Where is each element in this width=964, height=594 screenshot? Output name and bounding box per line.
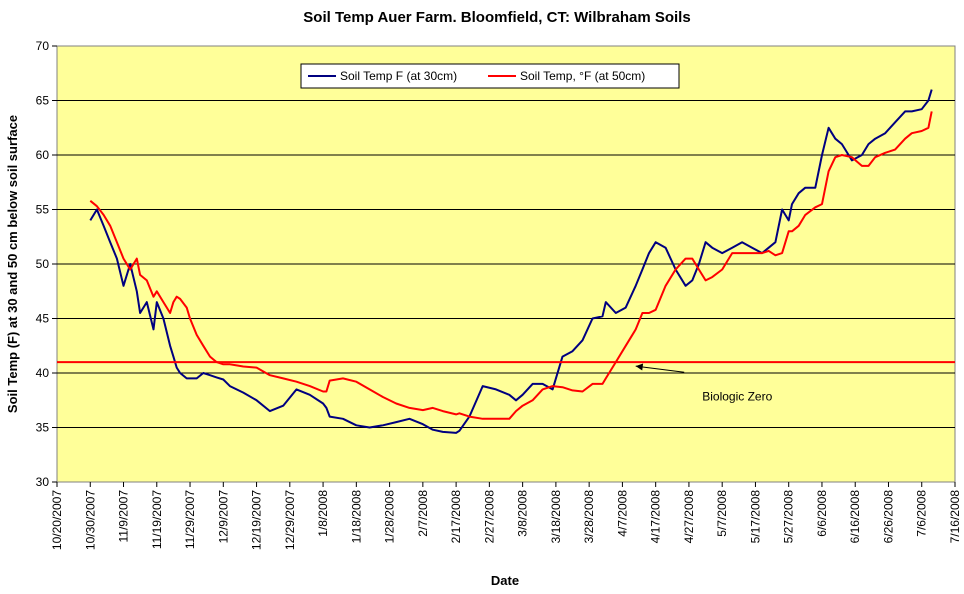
x-tick-label: 2/7/2008: [416, 490, 430, 537]
x-tick-label: 5/17/2008: [748, 490, 762, 544]
legend: Soil Temp F (at 30cm) Soil Temp, °F (at …: [300, 63, 680, 89]
gridlines: [57, 100, 955, 428]
y-tick-label: 70: [36, 39, 50, 53]
y-tick-label: 30: [36, 475, 50, 489]
annotation-biologic-zero: Biologic Zero: [635, 363, 773, 403]
x-tick-label: 3/8/2008: [516, 490, 530, 537]
x-tick-label: 12/19/2007: [250, 490, 264, 550]
x-tick-label: 11/29/2007: [183, 490, 197, 549]
y-axis: 30 35 40 45 50 55 60 65 70: [36, 39, 57, 489]
y-tick-label: 45: [36, 312, 50, 326]
x-tick-label: 4/7/2008: [615, 490, 629, 537]
x-tick-label: 12/29/2007: [283, 490, 297, 550]
x-tick-label: 5/27/2008: [782, 490, 796, 544]
x-axis-title: Date: [491, 573, 519, 588]
x-tick-label: 11/19/2007: [150, 490, 164, 549]
y-tick-label: 55: [36, 203, 50, 217]
x-tick-label: 6/16/2008: [848, 490, 862, 544]
x-tick-label: 3/18/2008: [549, 490, 563, 544]
series-layer: [57, 89, 955, 434]
x-tick-label: 6/26/2008: [881, 490, 895, 544]
legend-label-50cm: Soil Temp, °F (at 50cm): [520, 69, 645, 83]
x-tick-label: 7/6/2008: [915, 490, 929, 537]
series-line-50cm: [89, 111, 933, 420]
y-tick-label: 50: [36, 257, 50, 271]
x-tick-label: 2/17/2008: [449, 490, 463, 544]
chart-title: Soil Temp Auer Farm. Bloomfield, CT: Wil…: [303, 9, 690, 26]
series-line-30cm: [89, 89, 933, 434]
x-tick-label: 11/9/2007: [117, 490, 131, 543]
x-tick-label: 10/30/2007: [83, 490, 97, 550]
y-tick-label: 35: [36, 421, 50, 435]
x-tick-label: 5/7/2008: [715, 490, 729, 537]
legend-label-30cm: Soil Temp F (at 30cm): [340, 69, 457, 83]
y-tick-label: 40: [36, 366, 50, 380]
y-tick-label: 60: [36, 148, 50, 162]
x-tick-label: 3/28/2008: [582, 490, 596, 544]
x-tick-label: 1/18/2008: [349, 490, 363, 544]
annotation-arrowhead: [635, 363, 644, 371]
x-tick-label: 4/17/2008: [649, 490, 663, 544]
y-tick-label: 65: [36, 94, 50, 108]
x-tick-label: 1/8/2008: [316, 490, 330, 537]
x-tick-label: 12/9/2007: [216, 490, 230, 544]
annotation-label: Biologic Zero: [702, 389, 772, 403]
x-tick-label: 4/27/2008: [682, 490, 696, 544]
x-tick-label: 10/20/2007: [50, 490, 64, 550]
x-tick-label: 1/28/2008: [383, 490, 397, 544]
x-tick-label: 7/16/2008: [948, 490, 962, 544]
x-axis: 10/20/2007 10/30/2007 11/9/2007 11/19/2007 1…: [50, 482, 962, 550]
x-tick-label: 6/6/2008: [815, 490, 829, 537]
annotation-arrow: [635, 365, 685, 373]
x-tick-label: 2/27/2008: [482, 490, 496, 544]
y-axis-title: Soil Temp (F) at 30 and 50 cm below soil…: [5, 115, 20, 413]
